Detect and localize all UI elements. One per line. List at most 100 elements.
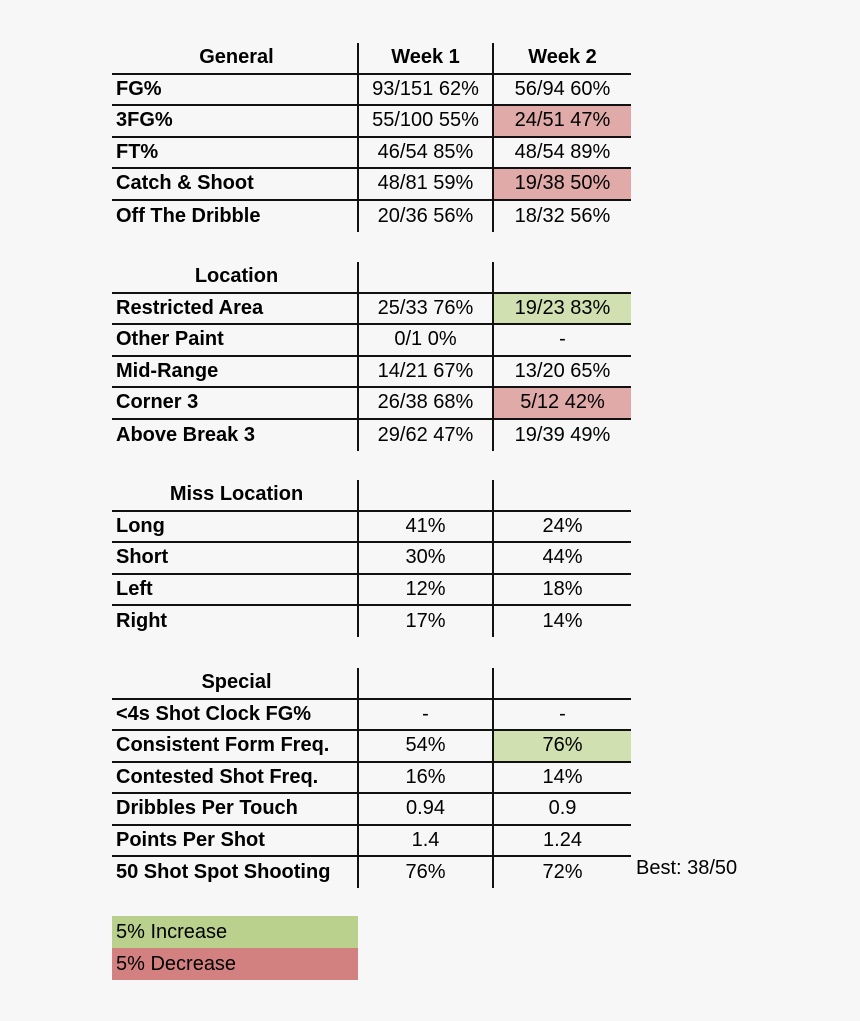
table-row: Left 12% 18% (112, 574, 631, 606)
table-row: 3FG% 55/100 55% 24/51 47% (112, 106, 631, 138)
header-cell (357, 262, 494, 292)
week1-cell: 48/81 59% (357, 169, 494, 199)
row-label: Restricted Area (116, 296, 264, 319)
week1-cell: 55/100 55% (357, 106, 494, 136)
row-label: Dribbles Per Touch (116, 797, 298, 820)
header-cell: Week 1 (357, 43, 494, 73)
week2-cell: 24% (542, 514, 583, 537)
row-label: Catch & Shoot (116, 172, 254, 195)
week2-cell: 56/94 60% (514, 77, 611, 100)
week1-cell: 14/21 67% (357, 356, 494, 386)
week1-cell: 0.94 (357, 794, 494, 824)
table-row: Catch & Shoot 48/81 59% 19/38 50% (112, 169, 631, 201)
table-row: 50 Shot Spot Shooting 76% 72% (112, 857, 631, 888)
week1-cell: 76% (357, 857, 494, 888)
row-label: Above Break 3 (116, 423, 255, 446)
row-label: Other Paint (116, 328, 224, 351)
week1-cell: 20/36 56% (357, 200, 494, 232)
week2-cell: 18% (542, 577, 583, 600)
week1-cell: 25/33 76% (357, 293, 494, 323)
week1-cell: 41% (357, 511, 494, 541)
row-label: Short (116, 546, 169, 569)
week1-cell: 0/1 0% (357, 325, 494, 355)
week2-cell: 1.24 (543, 828, 582, 851)
header-cell: Location (194, 265, 279, 288)
header-cell: Week 2 (528, 46, 597, 69)
week2-cell: 19/23 83% (494, 293, 631, 323)
section-2: Miss Location Long 41% 24% Short 30% 44% Left 12… (112, 480, 631, 637)
week1-cell: 26/38 68% (357, 388, 494, 418)
section-3: Special <4s Shot Clock FG% - - Consistent Fo… (112, 668, 631, 888)
week2-cell: - (559, 328, 566, 351)
row-label: Long (116, 514, 165, 537)
week2-cell: 14% (542, 765, 583, 788)
header-cell (357, 480, 494, 510)
week2-cell: 14% (542, 610, 583, 632)
week1-cell: 12% (357, 574, 494, 604)
week1-cell: 30% (357, 543, 494, 573)
week1-cell: 29/62 47% (357, 419, 494, 451)
row-label: Contested Shot Freq. (116, 765, 319, 788)
week1-cell: - (357, 699, 494, 729)
table-row: Dribbles Per Touch 0.94 0.9 (112, 794, 631, 826)
week2-cell: - (559, 702, 566, 725)
row-label: <4s Shot Clock FG% (116, 702, 312, 725)
row-label: Right (116, 610, 168, 632)
week1-cell: 17% (357, 606, 494, 637)
best-note: Best: 38/50 (636, 857, 738, 879)
table-row: <4s Shot Clock FG% - - (112, 699, 631, 731)
header-cell (494, 262, 631, 292)
row-label: FT% (116, 140, 159, 163)
header-row: Miss Location (112, 480, 631, 512)
header-cell (494, 480, 631, 510)
week1-cell: 46/54 85% (357, 137, 494, 167)
table-row: Above Break 3 29/62 47% 19/39 49% (112, 419, 631, 451)
row-label: Corner 3 (116, 391, 199, 414)
week2-cell: 24/51 47% (494, 106, 631, 136)
row-label: Consistent Form Freq. (116, 734, 330, 757)
table-row: Short 30% 44% (112, 543, 631, 575)
section-1: Location Restricted Area 25/33 76% 19/23 83… (112, 262, 631, 451)
week2-cell: 0.9 (548, 797, 577, 820)
week2-cell: 76% (494, 731, 631, 761)
table-row: FT% 46/54 85% 48/54 89% (112, 137, 631, 169)
week2-cell: 19/38 50% (494, 169, 631, 199)
week2-cell: 19/39 49% (514, 423, 611, 446)
header-row: Location (112, 262, 631, 294)
header-cell: Special (201, 671, 272, 694)
week2-cell: 72% (542, 861, 583, 883)
week2-cell: 13/20 65% (514, 359, 611, 382)
table-row: Restricted Area 25/33 76% 19/23 83% (112, 293, 631, 325)
table-row: Other Paint 0/1 0% - (112, 325, 631, 357)
week2-cell: 5/12 42% (494, 388, 631, 418)
header-row: General Week 1 Week 2 (112, 43, 631, 75)
week1-cell: 54% (357, 731, 494, 761)
table-row: Long 41% 24% (112, 511, 631, 543)
row-label: Mid-Range (116, 359, 219, 382)
legend-increase: 5% Increase (112, 916, 358, 948)
table-row: Off The Dribble 20/36 56% 18/32 56% (112, 200, 631, 232)
section-0: General Week 1 Week 2 FG% 93/151 62% 56/94 60… (112, 43, 631, 232)
table-row: Right 17% 14% (112, 606, 631, 637)
week1-cell: 1.4 (357, 825, 494, 855)
week2-cell: 18/32 56% (514, 204, 611, 227)
header-row: Special (112, 668, 631, 700)
legend-decrease: 5% Decrease (112, 948, 358, 980)
header-cell (357, 668, 494, 698)
table-row: Points Per Shot 1.4 1.24 (112, 825, 631, 857)
week1-cell: 16% (357, 762, 494, 792)
row-label: FG% (116, 77, 162, 100)
header-cell: Miss Location (169, 483, 304, 506)
table-row: Corner 3 26/38 68% 5/12 42% (112, 388, 631, 420)
table-row: Consistent Form Freq. 54% 76% (112, 731, 631, 763)
table-row: FG% 93/151 62% 56/94 60% (112, 74, 631, 106)
header-cell: General (199, 46, 274, 69)
week2-cell: 48/54 89% (514, 140, 611, 163)
row-label: Points Per Shot (116, 828, 265, 851)
week2-cell: 44% (542, 546, 583, 569)
row-label: Off The Dribble (116, 204, 261, 227)
week1-cell: 93/151 62% (357, 74, 494, 104)
table-row: Mid-Range 14/21 67% 13/20 65% (112, 356, 631, 388)
row-label: Left (116, 577, 153, 600)
row-label: 3FG% (116, 109, 173, 132)
